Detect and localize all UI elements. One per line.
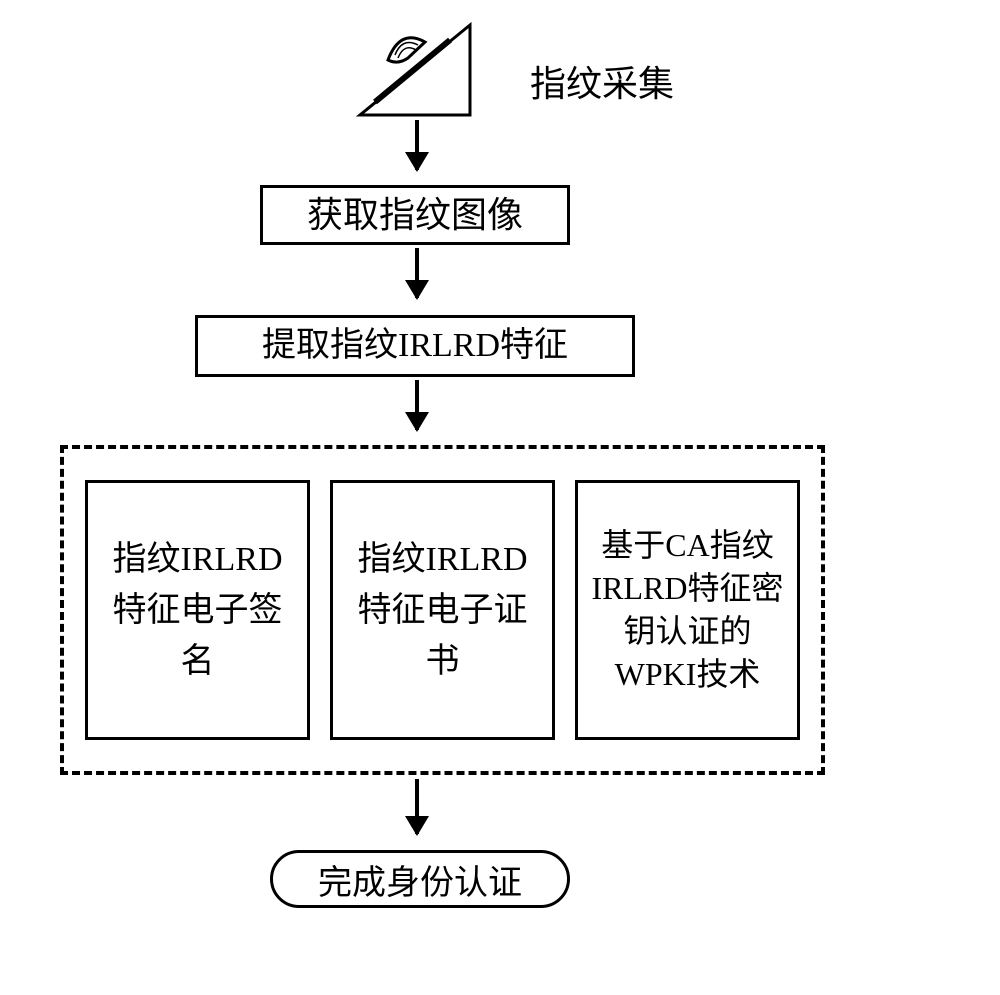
step2-box: 提取指纹IRLRD特征 <box>195 315 635 377</box>
step1-box: 获取指纹图像 <box>260 185 570 245</box>
arrow-icon-to-step1 <box>415 120 419 170</box>
arrow-step2-to-group <box>415 380 419 430</box>
branch2-text: 指纹IRLRD特征电子证书 <box>343 534 542 687</box>
branch1-text: 指纹IRLRD特征电子签名 <box>98 534 297 687</box>
step1-text: 获取指纹图像 <box>307 190 523 240</box>
step2-text: 提取指纹IRLRD特征 <box>262 322 568 370</box>
terminal-box: 完成身份认证 <box>270 850 570 908</box>
arrow-step1-to-step2 <box>415 248 419 298</box>
branch3-text: 基于CA指纹IRLRD特征密钥认证的WPKI技术 <box>588 524 787 697</box>
fingerprint-collection-icon <box>350 20 480 120</box>
terminal-text: 完成身份认证 <box>318 855 522 904</box>
collect-label: 指纹采集 <box>530 55 674 107</box>
arrow-group-to-terminal <box>415 779 419 834</box>
flowchart-canvas: 指纹采集 获取指纹图像 提取指纹IRLRD特征 指纹IRLRD特征电子签名 指纹… <box>0 0 1000 995</box>
branch3-box: 基于CA指纹IRLRD特征密钥认证的WPKI技术 <box>575 480 800 740</box>
branch2-box: 指纹IRLRD特征电子证书 <box>330 480 555 740</box>
branch1-box: 指纹IRLRD特征电子签名 <box>85 480 310 740</box>
